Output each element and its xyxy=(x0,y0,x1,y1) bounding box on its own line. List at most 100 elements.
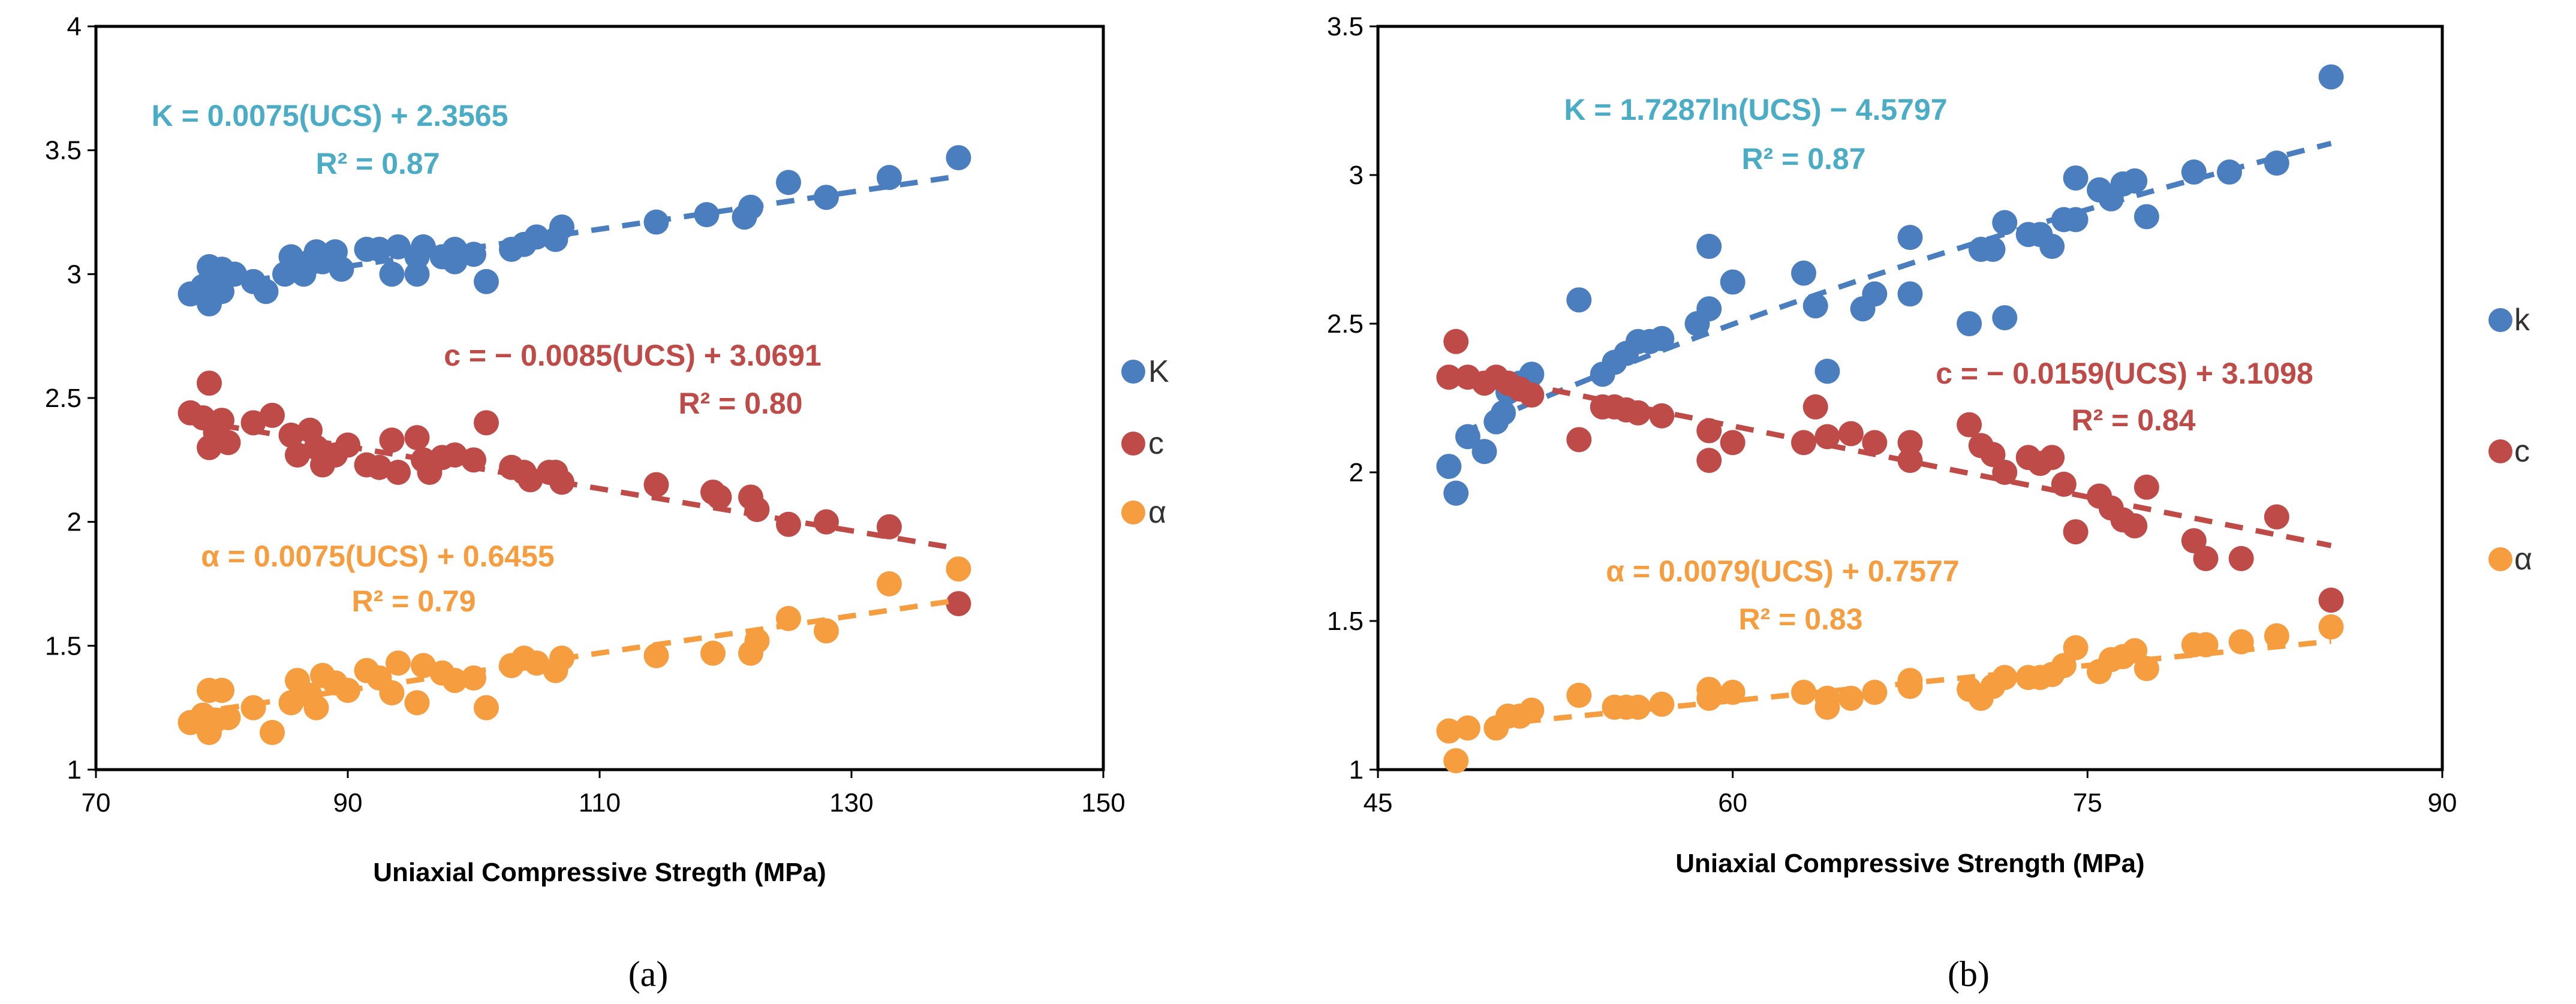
chart-a-series-0-point xyxy=(366,237,392,262)
chart-b-series-1-point xyxy=(2039,445,2065,471)
chart-a-series-2-point xyxy=(643,643,669,668)
chart-b-series-0-point xyxy=(2063,165,2089,191)
chart-b-series-1-point xyxy=(1436,364,1462,390)
figure-panel-b: 45 60 75 90 1 1.5 2 2.5 3 3.5 K = 1.7287ln(UCS) − … xyxy=(1288,0,2576,1004)
chart-a-legend-marker xyxy=(1121,501,1145,524)
chart-b-series-1-point xyxy=(1897,448,1923,474)
chart-b-series-1-point xyxy=(1814,424,1840,450)
chart-b-series-2-point xyxy=(1649,691,1675,717)
chart-a-series-1-point xyxy=(197,370,222,396)
chart-b-series-0-point xyxy=(1696,234,1722,260)
chart-a-series-2-point xyxy=(474,695,499,720)
chart-b-series-1-point xyxy=(2181,528,2207,554)
chart-a-legend-label: c xyxy=(1148,426,1164,461)
chart-b-series-0-equation: K = 1.7287ln(UCS) − 4.5797 xyxy=(1564,93,1947,126)
chart-b-series-2-point xyxy=(2063,635,2089,661)
chart-b-series-1-point xyxy=(2122,513,2148,539)
chart-b-series-1-point xyxy=(1566,427,1592,453)
chart-b-series-2-point xyxy=(2318,614,2344,640)
chart-a-series-1-point xyxy=(260,402,285,428)
chart-b-series-0-point xyxy=(2122,168,2148,194)
chart-a-series-0-point xyxy=(442,249,468,275)
chart-b-panel-label: (b) xyxy=(1948,954,1990,994)
chart-a-series-2-point xyxy=(404,690,430,716)
chart-b-series-1-point xyxy=(2193,545,2219,571)
chart-b-series-0-point xyxy=(1696,296,1722,322)
chart-b-series-0-point xyxy=(1980,237,2006,262)
chart-a-series-2-point xyxy=(700,640,726,666)
chart-a-series-0-point xyxy=(946,145,971,171)
chart-a-x-tick-label: 90 xyxy=(333,788,363,818)
chart-a-legend-marker xyxy=(1121,432,1145,456)
chart-b-series-2-point xyxy=(1720,680,1746,705)
chart-a-series-0-point xyxy=(222,261,247,287)
chart-b-series-1-point xyxy=(1443,328,1469,354)
chart-b-x-tick-label: 75 xyxy=(2073,788,2102,818)
chart-b-series-0-point xyxy=(1649,325,1675,351)
chart-b-series-0-point xyxy=(1814,358,1840,384)
chart-a-series-2-point xyxy=(411,653,436,679)
chart-b-series-0-point xyxy=(1802,293,1828,319)
chart-b-legend-label: k xyxy=(2514,303,2530,337)
chart-b-series-1-point xyxy=(1649,403,1675,429)
chart-b-series-2-point xyxy=(2133,656,2159,682)
chart-b-series-1-point xyxy=(2063,519,2089,545)
chart-a-x-axis-label: Uniaxial Compressive Stregth (MPa) xyxy=(373,858,826,887)
chart-a-panel-label: (a) xyxy=(628,954,669,994)
chart-a-series-1-r2: R² = 0.80 xyxy=(678,387,802,420)
chart-a-series-1-point xyxy=(643,472,669,498)
chart-b-series-0-point xyxy=(1897,281,1923,307)
chart-b-series-1-point xyxy=(2318,587,2344,613)
chart-a-y-tick-label: 4 xyxy=(67,12,82,41)
chart-b-x-axis-label: Uniaxial Compressive Strength (MPa) xyxy=(1675,849,2144,878)
chart-b-series-2-r2: R² = 0.83 xyxy=(1738,602,1862,636)
chart-a-plot-frame xyxy=(94,25,1105,771)
chart-b-series-2-point xyxy=(2264,623,2289,649)
chart-b-series-0-point xyxy=(1957,311,1982,336)
chart-a-series-1-point xyxy=(776,511,801,537)
chart-b-series-1-point xyxy=(2133,474,2159,500)
chart-b-series-0-point xyxy=(1436,454,1462,480)
chart-a-series-2-point xyxy=(946,556,971,582)
chart-a-series-2-point xyxy=(303,695,329,720)
chart-b-plot-frame xyxy=(1376,25,2444,771)
chart-a-series-1-point xyxy=(379,427,405,453)
chart-a-series-0-point xyxy=(379,261,405,287)
chart-b-series-0-point xyxy=(1566,287,1592,313)
chart-b-legend-marker xyxy=(2488,439,2512,463)
chart-a-series-0-point xyxy=(329,257,354,282)
chart-a-y-tick-label: 2.5 xyxy=(45,384,82,413)
chart-a-series-0-point xyxy=(253,279,279,304)
chart-a-series-1-point xyxy=(285,442,310,468)
chart-a-legend-label: α xyxy=(1148,495,1166,530)
chart-b-series-0-point xyxy=(2264,150,2289,176)
chart-a-series-2-point xyxy=(744,628,770,654)
chart-a-series-0-point xyxy=(877,165,902,191)
chart-b-y-tick-label: 3 xyxy=(1349,161,1364,190)
chart-a-series-0-point xyxy=(694,202,720,228)
chart-a-series-1-point xyxy=(366,454,392,480)
chart-a-series-1-point xyxy=(814,509,839,535)
chart-a-series-0-point xyxy=(386,234,411,260)
chart-b-legend-label: c xyxy=(2514,434,2530,469)
chart-b-series-2-point xyxy=(1443,748,1469,774)
chart-a-x-tick-label: 130 xyxy=(829,788,873,818)
chart-a-series-2-point xyxy=(209,677,234,703)
chart-b-series-1-point xyxy=(2264,504,2289,530)
chart-a-series-1-point xyxy=(706,484,732,510)
chart-a-y-tick-label: 3.5 xyxy=(45,136,82,165)
chart-b-series-0-point xyxy=(2039,234,2065,260)
chart-a-series-1-point xyxy=(877,514,902,539)
chart-a-legend-label: K xyxy=(1148,354,1169,389)
chart-b-x-tick-label: 45 xyxy=(1364,788,1393,818)
chart-b-series-2-point xyxy=(2122,638,2148,664)
chart-a-series-2-point xyxy=(386,650,411,676)
chart-a-series-2-r2: R² = 0.79 xyxy=(351,584,476,618)
chart-b-y-tick-label: 2 xyxy=(1349,458,1364,487)
chart-b-series-2-point xyxy=(1519,697,1545,723)
chart-a-svg: 70 90 110 130 150 1 1.5 2 2.5 3 3.5 4 K = 0.0075(UCS… xyxy=(45,12,1169,994)
chart-a-series-0-point xyxy=(776,170,801,195)
chart-a-series-1-point xyxy=(946,591,971,617)
chart-a-series-0-point xyxy=(411,234,436,260)
chart-b-legend-marker xyxy=(2488,547,2512,571)
